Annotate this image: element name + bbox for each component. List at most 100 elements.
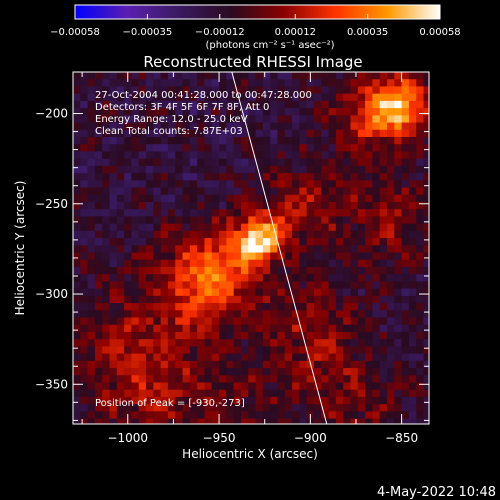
image-pixel <box>204 360 213 369</box>
image-pixel <box>277 317 286 326</box>
image-pixel <box>160 245 169 254</box>
image-pixel <box>306 129 315 138</box>
image-pixel <box>262 411 271 420</box>
image-pixel <box>80 122 89 131</box>
image-pixel <box>226 375 235 384</box>
image-pixel <box>423 93 429 102</box>
image-pixel <box>365 375 373 384</box>
image-pixel <box>408 339 417 347</box>
image-pixel <box>372 266 381 275</box>
image-pixel <box>379 216 388 225</box>
image-pixel <box>408 360 417 369</box>
image-pixel <box>350 216 359 225</box>
image-pixel <box>73 129 81 138</box>
image-pixel <box>124 382 133 391</box>
image-pixel <box>321 266 330 275</box>
image-pixel <box>313 375 322 384</box>
image-pixel <box>182 79 191 88</box>
image-pixel <box>204 396 213 405</box>
image-pixel <box>138 411 147 420</box>
image-pixel <box>292 115 300 124</box>
image-pixel <box>197 180 206 189</box>
image-pixel <box>365 324 373 333</box>
image-pixel <box>365 108 373 116</box>
image-pixel <box>284 151 293 160</box>
image-pixel <box>73 418 81 424</box>
image-pixel <box>408 201 417 210</box>
image-pixel <box>80 317 89 326</box>
image-pixel <box>321 209 330 218</box>
image-pixel <box>124 122 133 131</box>
image-pixel <box>248 310 257 319</box>
image-pixel <box>182 295 191 304</box>
image-pixel <box>379 418 388 424</box>
image-pixel <box>138 353 147 362</box>
image-pixel <box>211 382 220 391</box>
image-pixel <box>270 173 279 181</box>
image-pixel <box>124 389 133 398</box>
image-pixel <box>408 108 417 116</box>
image-pixel <box>270 324 279 333</box>
image-pixel <box>80 79 89 88</box>
image-pixel <box>262 396 271 405</box>
image-pixel <box>408 274 417 282</box>
image-pixel <box>299 122 308 131</box>
footer-timestamp: 4-May-2022 10:48 <box>377 485 496 500</box>
image-pixel <box>277 122 286 131</box>
image-pixel <box>328 274 337 282</box>
image-pixel <box>328 108 337 116</box>
image-pixel <box>357 209 366 218</box>
image-pixel <box>313 230 322 239</box>
image-pixel <box>387 173 395 181</box>
image-pixel <box>394 274 403 282</box>
image-pixel <box>416 252 425 261</box>
image-pixel <box>109 411 118 420</box>
image-pixel <box>255 252 264 261</box>
image-pixel <box>160 151 169 160</box>
image-pixel <box>408 180 417 189</box>
image-pixel <box>357 310 366 319</box>
image-pixel <box>167 411 176 420</box>
image-pixel <box>73 144 81 153</box>
image-pixel <box>116 418 125 424</box>
image-pixel <box>175 238 184 246</box>
image-pixel <box>387 252 395 261</box>
image-pixel <box>102 136 111 145</box>
image-pixel <box>153 79 162 88</box>
image-pixel <box>343 129 352 138</box>
image-pixel <box>328 404 337 412</box>
image-pixel <box>350 108 359 116</box>
image-pixel <box>73 180 81 189</box>
image-pixel <box>335 353 344 362</box>
image-pixel <box>313 266 322 275</box>
image-pixel <box>416 266 425 275</box>
image-pixel <box>423 368 429 376</box>
image-pixel <box>343 418 352 424</box>
image-pixel <box>292 72 300 80</box>
image-pixel <box>211 194 220 203</box>
image-pixel <box>124 396 133 405</box>
image-pixel <box>233 108 242 116</box>
image-pixel <box>226 303 235 311</box>
image-pixel <box>160 411 169 420</box>
image-pixel <box>248 165 257 174</box>
image-pixel <box>138 360 147 369</box>
image-pixel <box>416 346 425 355</box>
image-pixel <box>189 238 198 246</box>
image-pixel <box>175 79 184 88</box>
image-pixel <box>313 324 322 333</box>
image-pixel <box>401 259 410 268</box>
image-pixel <box>365 353 373 362</box>
image-pixel <box>299 266 308 275</box>
image-pixel <box>109 180 118 189</box>
image-pixel <box>131 223 140 232</box>
image-pixel <box>423 404 429 412</box>
image-pixel <box>423 158 429 167</box>
image-pixel <box>350 368 359 376</box>
image-pixel <box>416 317 425 326</box>
image-pixel <box>182 194 191 203</box>
image-pixel <box>175 303 184 311</box>
image-pixel <box>153 144 162 153</box>
image-pixel <box>343 108 352 116</box>
image-pixel <box>379 122 388 131</box>
